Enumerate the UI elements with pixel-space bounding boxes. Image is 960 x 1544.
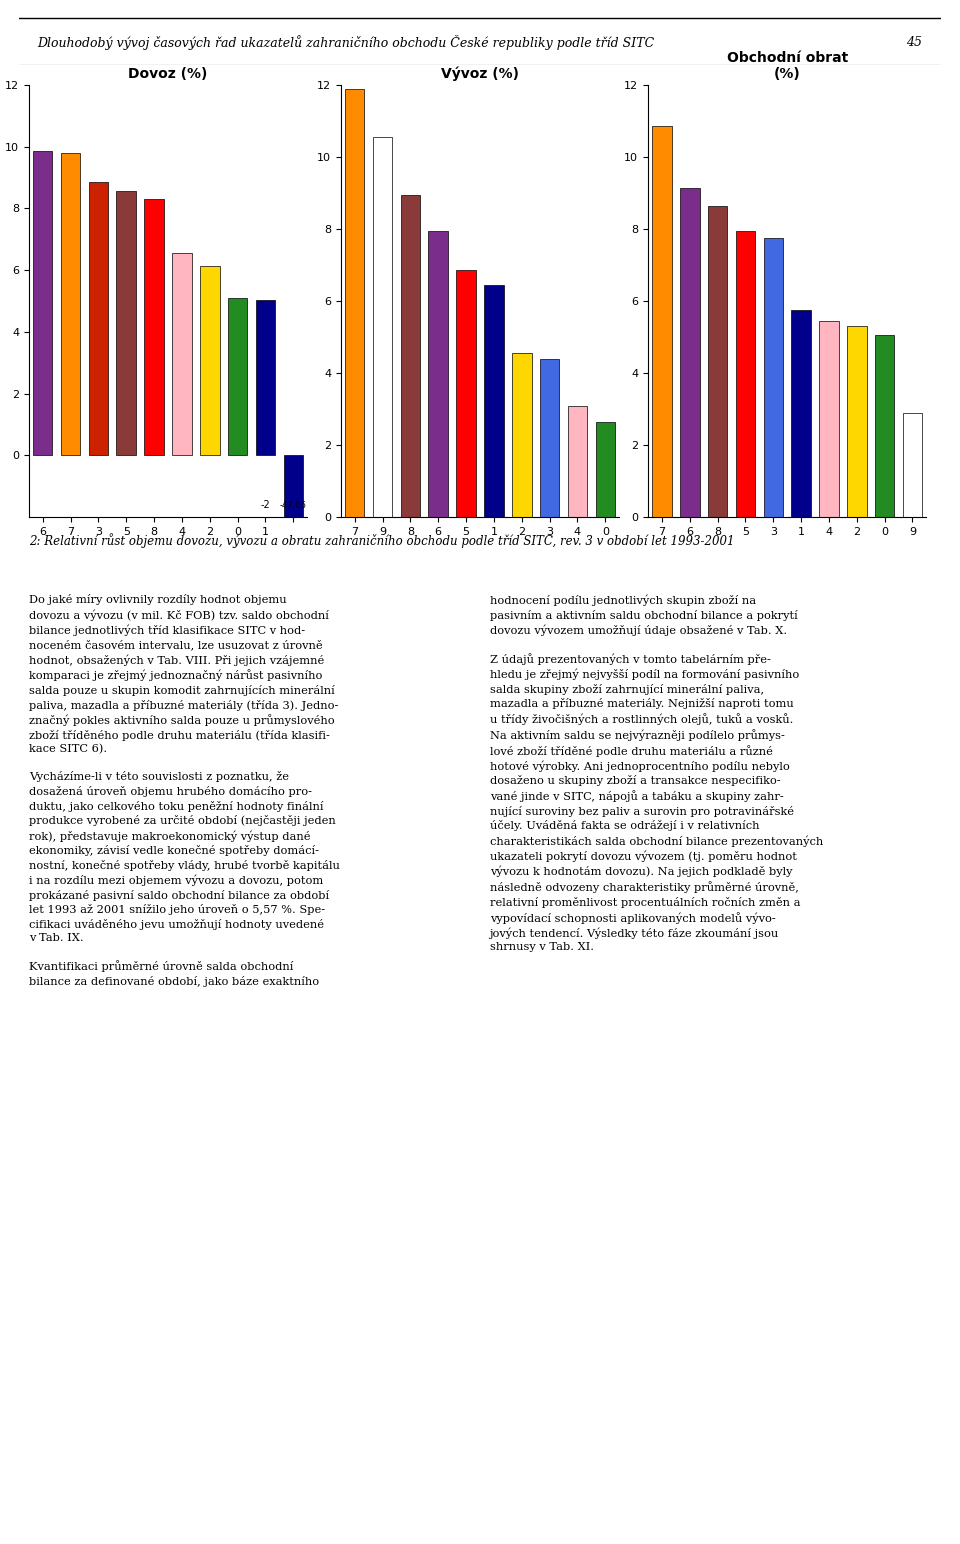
Bar	[88, 182, 108, 455]
Bar	[567, 406, 588, 517]
Bar	[33, 151, 53, 455]
Title: Dovoz (%): Dovoz (%)	[129, 66, 207, 80]
Bar	[428, 230, 448, 517]
Bar	[372, 137, 393, 517]
Bar	[902, 412, 923, 517]
Bar	[200, 266, 220, 455]
Bar	[875, 335, 895, 517]
Bar	[116, 191, 136, 455]
Bar	[680, 187, 700, 517]
Text: 2: Relativní růst objemu dovozu, vývozu a obratu zahraničního obchodu podle tříd: 2: Relativní růst objemu dovozu, vývozu …	[29, 533, 734, 548]
Text: -47,06: -47,06	[280, 500, 306, 510]
Text: -2: -2	[260, 500, 271, 510]
Bar	[819, 321, 839, 517]
Text: Dlouhodobý vývoj časových řad ukazatelů zahraničního obchodu České republiky pod: Dlouhodobý vývoj časových řad ukazatelů …	[37, 36, 655, 49]
Bar	[512, 354, 532, 517]
Title: Obchodní obrat
(%): Obchodní obrat (%)	[727, 51, 848, 80]
Bar	[456, 270, 476, 517]
Bar	[255, 300, 276, 455]
Bar	[172, 253, 192, 455]
Bar	[345, 88, 365, 517]
Bar	[540, 358, 560, 517]
Text: 45: 45	[906, 36, 923, 49]
Bar	[400, 195, 420, 517]
Bar	[228, 298, 248, 455]
Text: hodnocení podílu jednotlivých skupin zboží na
pasivním a aktivním saldu obchodní: hodnocení podílu jednotlivých skupin zbo…	[490, 594, 823, 953]
Bar	[791, 310, 811, 517]
Bar	[484, 286, 504, 517]
Bar	[283, 455, 303, 1544]
Bar	[847, 326, 867, 517]
Text: Do jaké míry ovlivnily rozdíly hodnot objemu
dovozu a vývozu (v mil. Kč FOB) tzv: Do jaké míry ovlivnily rozdíly hodnot ob…	[29, 594, 340, 987]
Title: Vývoz (%): Vývoz (%)	[441, 66, 519, 80]
Bar	[708, 205, 728, 517]
Bar	[595, 422, 615, 517]
Bar	[144, 199, 164, 455]
Bar	[60, 153, 81, 455]
Bar	[763, 238, 783, 517]
Bar	[652, 127, 672, 517]
Bar	[735, 230, 756, 517]
